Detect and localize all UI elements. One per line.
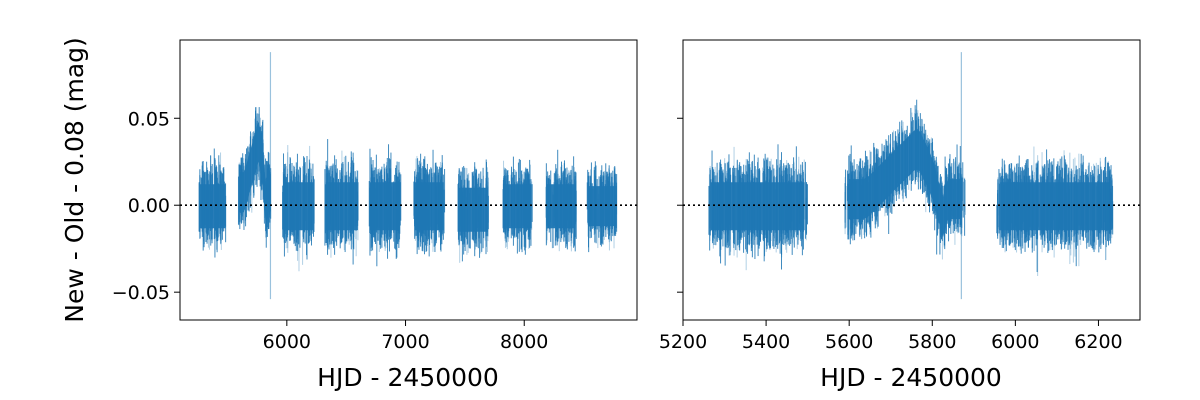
season-1: [198, 148, 227, 258]
season-5: [368, 144, 402, 267]
x-tick-label: 8000: [500, 331, 548, 353]
season-3: [996, 146, 1114, 276]
errorbar-series: [708, 52, 1114, 300]
y-axis-label: New - Old - 0.08 (mag): [60, 37, 89, 323]
x-axis-label-right: HJD - 2450000: [820, 363, 1002, 392]
plot-frame: [179, 39, 638, 321]
x-tick-label: 6000: [991, 331, 1039, 353]
plot-frame: [682, 39, 1141, 321]
season-1: [708, 144, 808, 271]
season-core: [458, 187, 488, 232]
x-tick-label: 5800: [908, 331, 956, 353]
season-3: [282, 145, 315, 272]
left-panel: 6000 7000 8000 −0.05 0.00 0.05: [112, 39, 638, 353]
season-core: [1000, 182, 1110, 231]
season-2: [237, 107, 272, 248]
x-tick-label: 7000: [381, 331, 429, 353]
right-panel: 5200 5400 5600 5800 6000 6200: [659, 39, 1141, 353]
season-7: [457, 159, 490, 263]
season-9: [545, 149, 577, 252]
season-8: [502, 156, 533, 255]
errorbar-series: [198, 52, 618, 300]
x-tick-label: 6000: [263, 331, 311, 353]
season-core: [710, 182, 805, 231]
season-core: [325, 182, 358, 231]
x-tick-label: 5200: [659, 331, 707, 353]
y-tick-label: −0.05: [112, 282, 170, 304]
season-core: [546, 184, 576, 229]
season-10: [586, 161, 618, 253]
x-tick-label: 6200: [1074, 331, 1122, 353]
season-core: [369, 182, 400, 231]
season-core: [199, 184, 226, 229]
season-4: [324, 139, 359, 265]
season-core: [588, 186, 616, 227]
y-tick-label: 0.00: [128, 195, 170, 217]
x-tick-label: 5400: [742, 331, 790, 353]
season-core: [283, 182, 314, 231]
x-axis-label-left: HJD - 2450000: [317, 363, 499, 392]
season-core: [848, 130, 962, 238]
x-tick-label: 5600: [825, 331, 873, 353]
season-core: [503, 184, 532, 229]
season-core: [239, 120, 271, 233]
y-tick-label: 0.05: [128, 108, 170, 130]
season-core: [414, 182, 444, 231]
season-6: [413, 149, 446, 257]
season-2: [844, 99, 966, 260]
